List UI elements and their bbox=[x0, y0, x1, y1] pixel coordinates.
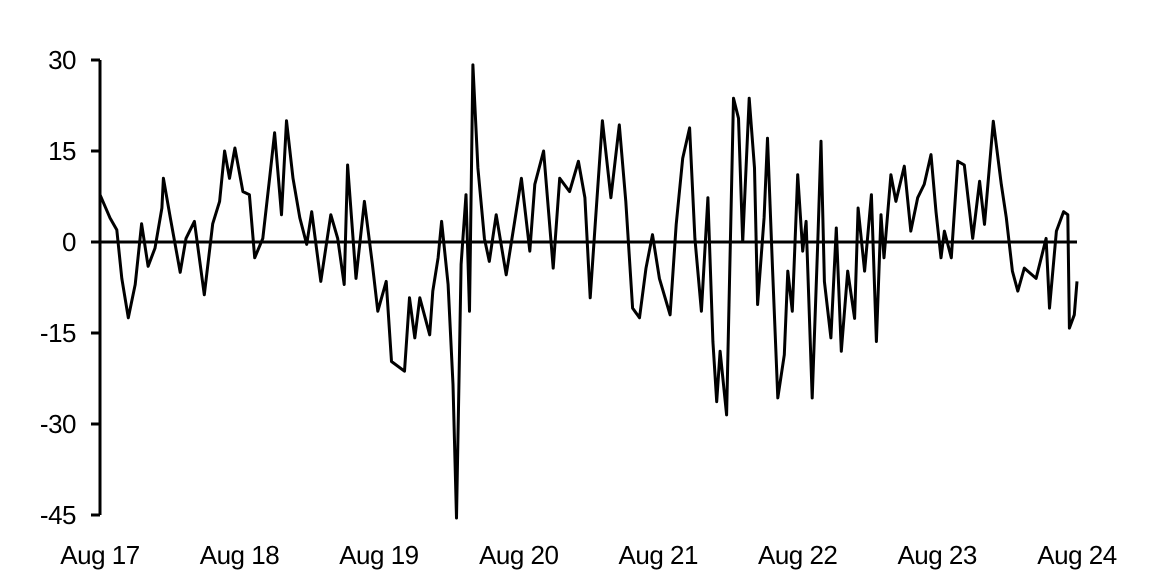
y-tick-label: 15 bbox=[48, 136, 76, 166]
y-axis: 30 15 0 -15 -30 -45 bbox=[40, 45, 102, 530]
series-line bbox=[98, 63, 1079, 520]
x-tick-label: Aug 17 bbox=[60, 540, 139, 570]
y-tick-label: 30 bbox=[48, 45, 76, 75]
x-tick-label: Aug 21 bbox=[619, 540, 698, 570]
x-tick-label: Aug 24 bbox=[1037, 540, 1116, 570]
y-tick-label: 0 bbox=[62, 227, 76, 257]
x-tick-label: Aug 23 bbox=[897, 540, 976, 570]
x-axis: Aug 17 Aug 18 Aug 19 Aug 20 Aug 21 Aug 22 Aug … bbox=[60, 540, 1117, 570]
y-tick-label: -15 bbox=[40, 318, 76, 348]
x-tick-label: Aug 20 bbox=[479, 540, 558, 570]
x-tick-label: Aug 19 bbox=[339, 540, 418, 570]
y-tick-label: -45 bbox=[40, 500, 76, 530]
x-tick-label: Aug 22 bbox=[758, 540, 837, 570]
y-tick-label: -30 bbox=[40, 409, 76, 439]
x-tick-label: Aug 18 bbox=[200, 540, 279, 570]
